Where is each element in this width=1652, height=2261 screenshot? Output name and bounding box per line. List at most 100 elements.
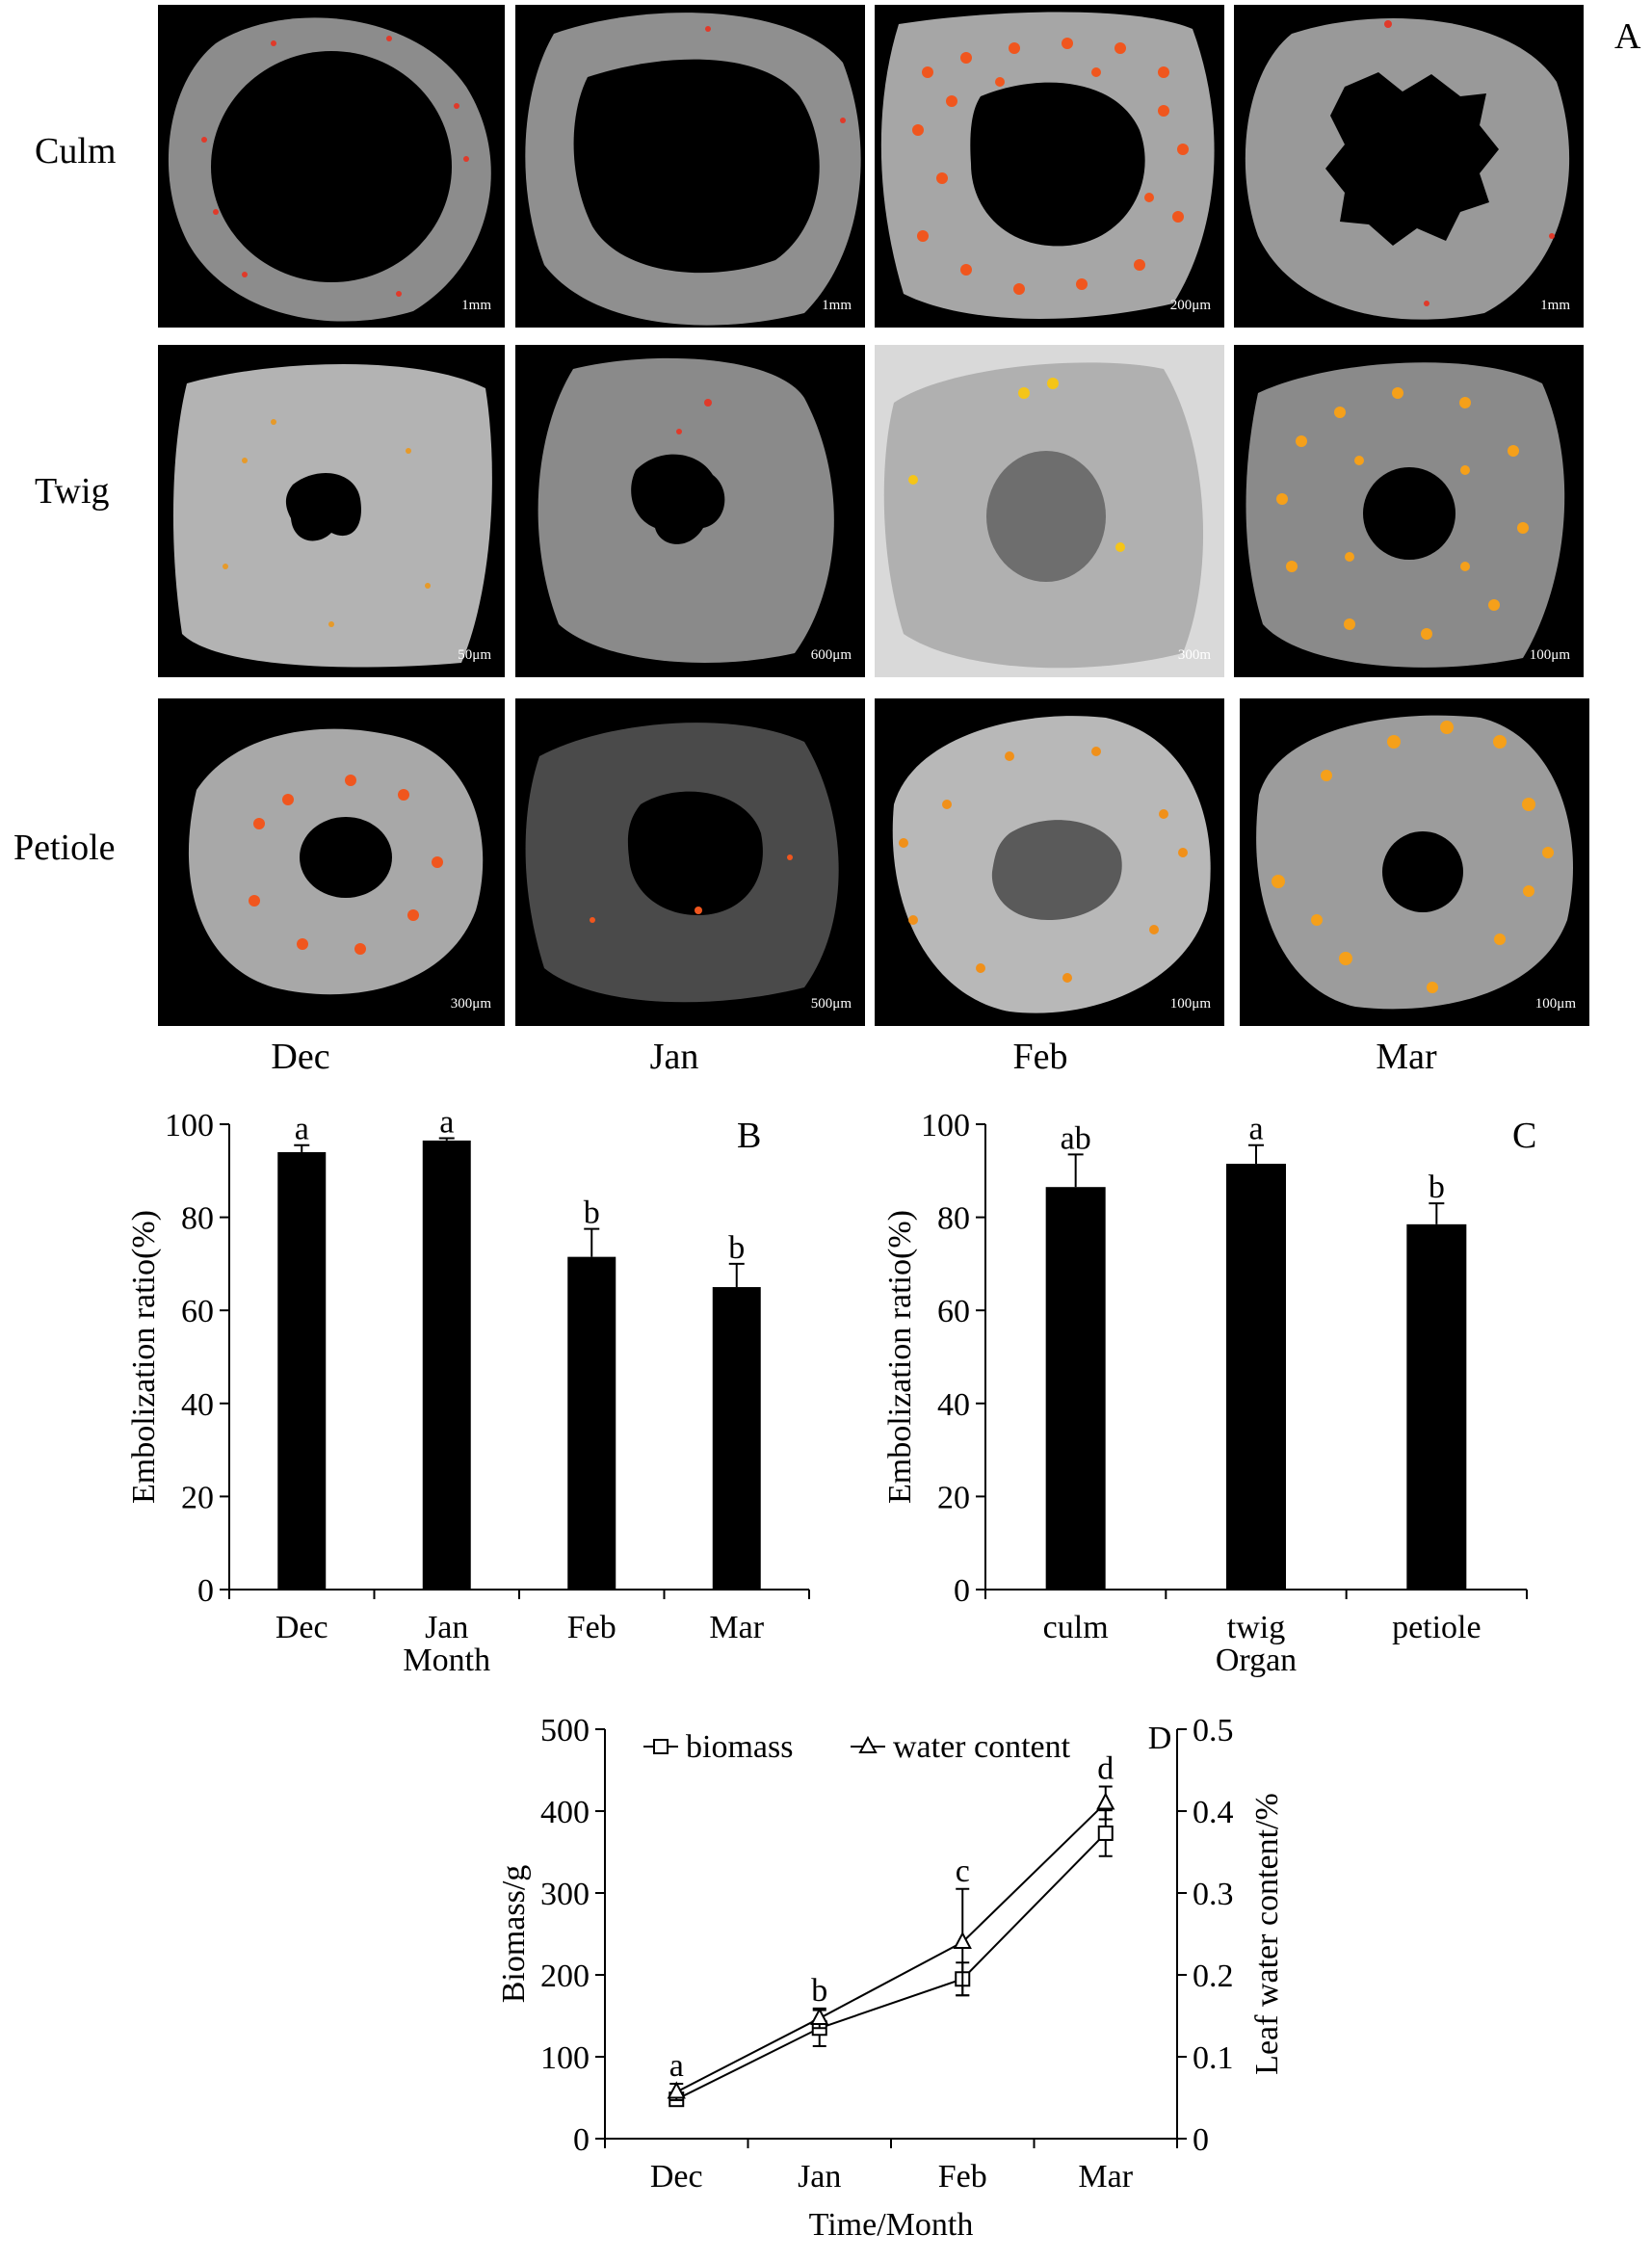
y-tick-label: 40 (937, 1387, 970, 1423)
y-tick-label-right: 0.4 (1193, 1795, 1234, 1830)
x-tick-label: Mar (1078, 2159, 1133, 2195)
bar-Mar (712, 1287, 761, 1590)
chart-c: 0 20 40 60 80 100 ab culm a twig b petiole Organ Embo… (882, 1108, 1536, 1678)
y-tick-label-left: 400 (540, 1795, 590, 1830)
twig-mar-section (1246, 362, 1565, 668)
x-axis-label: Organ (1216, 1643, 1297, 1678)
scale-bar-label: 1mm (1540, 298, 1570, 313)
y-tick-label: 100 (921, 1108, 970, 1144)
data-point-biomass (1097, 1825, 1114, 1841)
y-tick-label-left: 100 (540, 2040, 590, 2076)
y-tick-label-left: 200 (540, 1959, 590, 1994)
culm-dec-section (168, 17, 491, 322)
twig-dec-section (172, 364, 492, 668)
legend-marker-water-content (858, 1735, 878, 1753)
row-label-culm: Culm (35, 131, 117, 171)
micrograph-twig-feb: 300m (875, 345, 1224, 677)
y-tick-label: 20 (181, 1480, 214, 1515)
series-line-water-content (675, 1801, 1107, 2093)
culm-jan-section (525, 13, 861, 326)
scale-bar-label: 100μm (1529, 647, 1570, 663)
significance-label: a (439, 1104, 454, 1140)
y-axis-label: Embolization ratio(%) (126, 1210, 162, 1504)
x-tick-label: Dec (650, 2159, 703, 2195)
data-point-water-content (667, 2081, 686, 2099)
twig-jan-section (538, 357, 834, 663)
micrograph-petiole-jan: 500μm (515, 698, 865, 1026)
x-tick-label: Feb (567, 1610, 616, 1645)
y-tick-label-right: 0.2 (1193, 1959, 1234, 1994)
y-tick-label: 100 (165, 1108, 214, 1144)
culm-mar-section (1245, 18, 1570, 320)
petiole-feb-section (892, 716, 1211, 1013)
scale-bar-label: 600μm (810, 647, 852, 663)
significance-label: b (1429, 1170, 1445, 1205)
y-tick-label: 20 (937, 1480, 970, 1515)
series-line-biomass (675, 1832, 1107, 2101)
x-tick-label: Dec (275, 1610, 328, 1645)
bar-twig (1226, 1164, 1286, 1590)
y-tick-label: 40 (181, 1387, 214, 1423)
twig-feb-section (875, 345, 1224, 677)
y-tick-label: 0 (197, 1573, 214, 1609)
x-tick-label: culm (1043, 1610, 1109, 1645)
culm-feb-section (880, 12, 1215, 320)
bar-culm (1045, 1187, 1106, 1590)
significance-label: ab (1061, 1120, 1091, 1156)
significance-label: d (1097, 1751, 1114, 1787)
y-tick-label: 60 (937, 1294, 970, 1329)
micrograph-twig-jan: 600μm (515, 345, 865, 677)
bar-petiole (1406, 1223, 1467, 1590)
y-tick-label: 0 (954, 1573, 970, 1609)
y-axis-label-left: Biomass/g (496, 1865, 532, 2004)
bar-Jan (422, 1140, 471, 1590)
significance-label: c (956, 1853, 970, 1889)
y-tick-label-left: 0 (573, 2122, 590, 2158)
scale-bar-label: 100μm (1169, 996, 1211, 1012)
column-label-dec: Dec (271, 1037, 330, 1077)
petiole-mar-section (1256, 715, 1573, 1010)
significance-label: b (584, 1196, 600, 1231)
micrograph-petiole-feb: 100μm (875, 698, 1224, 1026)
x-tick-label: Mar (709, 1610, 764, 1645)
legend-label-water-content: water content (893, 1729, 1071, 1765)
panel-letter: D (1148, 1721, 1172, 1756)
y-tick-label-right: 0.3 (1193, 1877, 1234, 1912)
micrograph-petiole-dec: 300μm (158, 698, 505, 1026)
micrograph-twig-dec: 50μm (158, 345, 505, 677)
micrograph-twig-mar: 100μm (1234, 345, 1584, 677)
y-tick-label: 80 (181, 1201, 214, 1237)
micrograph-culm-dec: 1mm (158, 5, 505, 328)
petiole-dec-section (188, 728, 484, 995)
significance-label: b (728, 1230, 745, 1266)
panel-a-letter: A (1614, 16, 1641, 57)
scale-bar-label: 500μm (810, 996, 852, 1012)
significance-label: b (811, 1973, 827, 2009)
data-point-water-content (953, 1931, 972, 1949)
y-tick-label-left: 300 (540, 1877, 590, 1912)
y-tick-label-right: 0.5 (1193, 1713, 1234, 1748)
x-tick-label: Jan (425, 1610, 468, 1645)
bar-Dec (277, 1151, 327, 1590)
significance-label: a (295, 1112, 309, 1147)
significance-label: a (669, 2048, 684, 2084)
scale-bar-label: 1mm (822, 298, 852, 313)
scale-bar-label: 300μm (450, 996, 491, 1012)
y-tick-label-left: 500 (540, 1713, 590, 1748)
micrograph-culm-mar: 1mm (1234, 5, 1584, 328)
x-tick-label: Feb (938, 2159, 987, 2195)
x-axis-label: Month (403, 1643, 490, 1678)
scale-bar-label: 100μm (1534, 996, 1576, 1012)
y-tick-label-right: 0 (1193, 2122, 1209, 2158)
scale-bar-label: 1mm (461, 298, 491, 313)
y-tick-label-right: 0.1 (1193, 2040, 1234, 2076)
x-tick-label: petiole (1392, 1610, 1482, 1645)
panel-letter: B (737, 1116, 761, 1156)
scale-bar-label: 50μm (458, 647, 491, 663)
row-label-twig: Twig (35, 471, 110, 512)
micrograph-petiole-mar: 100μm (1240, 698, 1589, 1026)
scale-bar-label: 200μm (1169, 298, 1211, 313)
chart-d: 0 100 200 300 400 500 0 0.1 0.2 0.3 0.4 0.5 Dec Jan Fe… (496, 1713, 1285, 2243)
data-point-water-content (810, 2007, 829, 2026)
petiole-jan-section (525, 723, 839, 1003)
